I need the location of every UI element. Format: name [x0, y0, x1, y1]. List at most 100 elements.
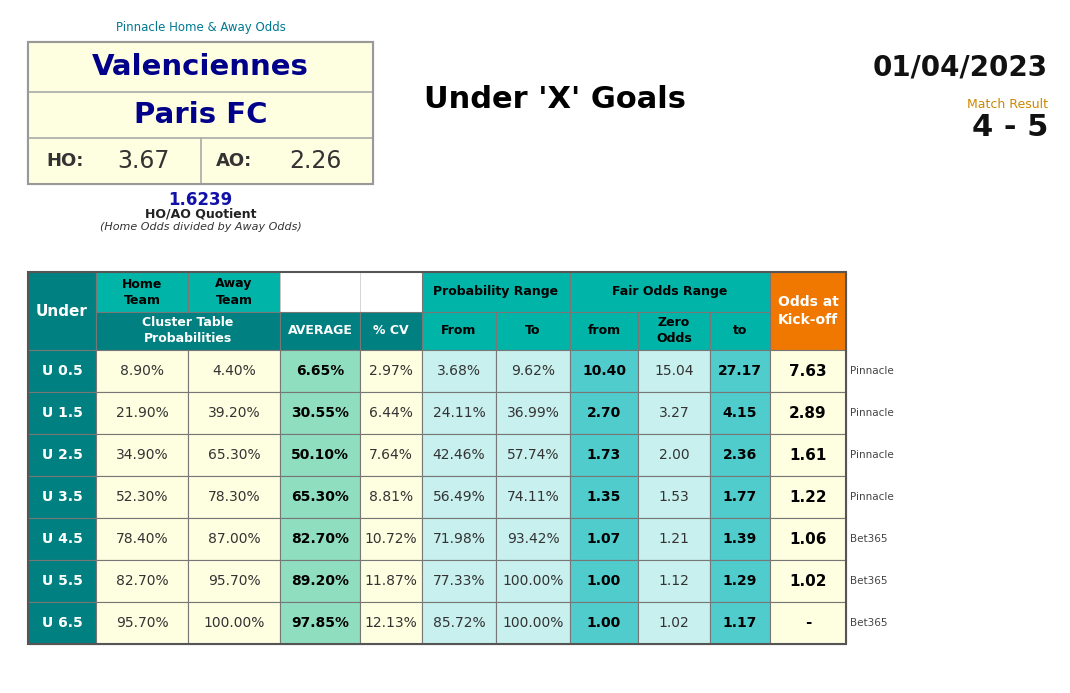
Bar	[422, 434, 496, 476]
Bar	[28, 42, 373, 184]
Text: (Home Odds divided by Away Odds): (Home Odds divided by Away Odds)	[100, 222, 302, 232]
Text: 2.89: 2.89	[790, 405, 827, 421]
Bar	[360, 312, 422, 350]
Text: U 6.5: U 6.5	[42, 616, 82, 630]
Bar	[770, 602, 846, 644]
Bar	[96, 350, 188, 392]
Text: 01/04/2023: 01/04/2023	[873, 54, 1048, 82]
Text: Pinnacle: Pinnacle	[850, 408, 893, 418]
Bar	[96, 392, 188, 434]
Bar	[280, 560, 360, 602]
Text: U 3.5: U 3.5	[42, 490, 82, 504]
Text: Paris FC: Paris FC	[134, 101, 268, 129]
Text: Bet365: Bet365	[850, 534, 887, 544]
Bar	[188, 392, 280, 434]
Text: 1.02: 1.02	[790, 574, 827, 588]
Bar	[496, 350, 570, 392]
Text: 1.12: 1.12	[658, 574, 689, 588]
Text: 100.00%: 100.00%	[502, 616, 564, 630]
Text: Pinnacle: Pinnacle	[850, 450, 893, 460]
Text: 1.00: 1.00	[586, 616, 621, 630]
Bar	[710, 518, 770, 560]
Text: Probability Range: Probability Range	[433, 286, 559, 299]
Bar	[280, 350, 360, 392]
Text: from: from	[587, 324, 621, 337]
Bar	[496, 560, 570, 602]
Text: 52.30%: 52.30%	[116, 490, 168, 504]
Bar	[570, 350, 638, 392]
Text: 1.21: 1.21	[658, 532, 689, 546]
Text: 2.70: 2.70	[586, 406, 621, 420]
Bar	[96, 434, 188, 476]
Bar	[280, 392, 360, 434]
Bar	[28, 602, 96, 644]
Bar	[96, 518, 188, 560]
Bar	[188, 476, 280, 518]
Text: 4.15: 4.15	[722, 406, 758, 420]
Bar	[96, 312, 280, 350]
Bar	[360, 350, 422, 392]
Text: Pinnacle Home & Away Odds: Pinnacle Home & Away Odds	[116, 21, 286, 34]
Bar	[770, 392, 846, 434]
Text: 77.33%: 77.33%	[432, 574, 486, 588]
Text: 56.49%: 56.49%	[432, 490, 486, 504]
Bar	[710, 560, 770, 602]
Text: -: -	[805, 615, 811, 631]
Text: 1.07: 1.07	[586, 532, 621, 546]
Text: 95.70%: 95.70%	[208, 574, 260, 588]
Bar	[496, 392, 570, 434]
Bar	[570, 434, 638, 476]
Text: 10.72%: 10.72%	[365, 532, 417, 546]
Text: 50.10%: 50.10%	[291, 448, 349, 462]
Text: 100.00%: 100.00%	[502, 574, 564, 588]
Bar	[188, 350, 280, 392]
Bar	[28, 392, 96, 434]
Text: U 2.5: U 2.5	[42, 448, 82, 462]
Bar	[422, 312, 496, 350]
Bar	[638, 560, 710, 602]
Bar	[770, 518, 846, 560]
Bar	[96, 602, 188, 644]
Bar	[28, 42, 373, 92]
Bar	[422, 560, 496, 602]
Bar	[638, 602, 710, 644]
Text: Bet365: Bet365	[850, 576, 887, 586]
Text: to: to	[733, 324, 747, 337]
Text: 78.40%: 78.40%	[116, 532, 168, 546]
Bar	[770, 272, 846, 350]
Bar	[770, 434, 846, 476]
Text: 3.27: 3.27	[659, 406, 689, 420]
Bar	[570, 476, 638, 518]
Bar	[422, 392, 496, 434]
Text: Odds at
Kick-off: Odds at Kick-off	[778, 295, 839, 326]
Text: 1.35: 1.35	[586, 490, 622, 504]
Text: U 5.5: U 5.5	[42, 574, 82, 588]
Text: 36.99%: 36.99%	[506, 406, 560, 420]
Text: 85.72%: 85.72%	[432, 616, 486, 630]
Text: Away
Team: Away Team	[215, 277, 253, 306]
Bar	[28, 272, 846, 644]
Text: AO:: AO:	[215, 152, 251, 170]
Bar	[96, 476, 188, 518]
Text: 1.22: 1.22	[790, 489, 827, 505]
Text: 1.53: 1.53	[659, 490, 689, 504]
Bar	[570, 312, 638, 350]
Text: 30.55%: 30.55%	[291, 406, 349, 420]
Text: 1.39: 1.39	[723, 532, 758, 546]
Bar	[28, 42, 373, 184]
Text: AVERAGE: AVERAGE	[288, 324, 352, 337]
Bar	[96, 272, 188, 312]
Bar	[496, 518, 570, 560]
Text: 1.17: 1.17	[723, 616, 758, 630]
Bar	[188, 518, 280, 560]
Bar	[188, 272, 280, 312]
Text: 7.64%: 7.64%	[369, 448, 413, 462]
Bar	[638, 392, 710, 434]
Text: 57.74%: 57.74%	[507, 448, 560, 462]
Text: 87.00%: 87.00%	[208, 532, 260, 546]
Bar	[422, 602, 496, 644]
Bar	[28, 476, 96, 518]
Bar	[570, 518, 638, 560]
Text: Fair Odds Range: Fair Odds Range	[612, 286, 728, 299]
Bar	[496, 602, 570, 644]
